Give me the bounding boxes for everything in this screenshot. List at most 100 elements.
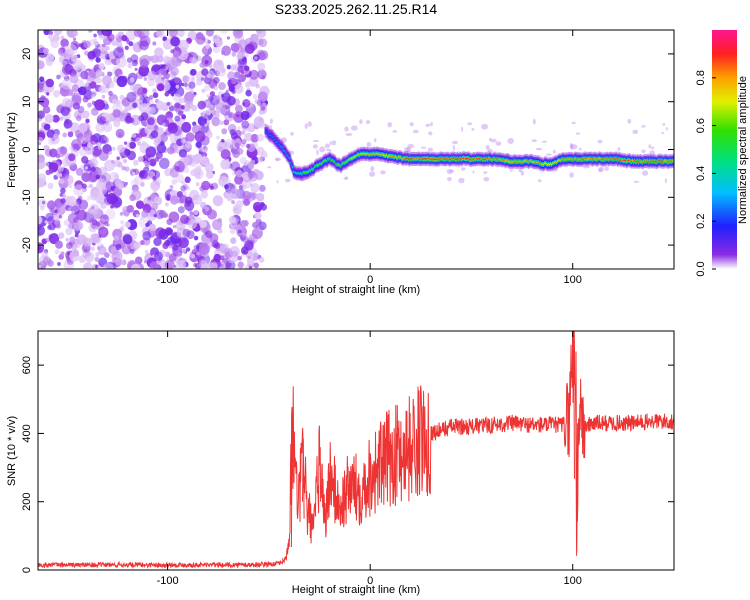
ridge-cell	[393, 156, 395, 158]
speckle-cell	[604, 166, 609, 171]
noise-cell	[95, 69, 103, 77]
speckle-cell	[598, 168, 603, 173]
ridge-cell	[332, 159, 335, 162]
noise-cell	[165, 60, 176, 71]
ridge-cell	[533, 161, 536, 163]
noise-cell	[122, 234, 133, 245]
ridge-cell	[412, 158, 415, 160]
ridge-cell	[363, 152, 366, 155]
noise-cell	[143, 77, 148, 81]
x-tick-label: 0	[367, 274, 373, 286]
noise-cell	[226, 96, 236, 106]
noise-cell	[231, 51, 237, 57]
ridge-cell	[344, 162, 347, 164]
ridge-cell	[475, 158, 477, 161]
ridge-cell	[409, 158, 412, 160]
noise-cell	[141, 210, 149, 218]
speckle-cell	[662, 123, 666, 126]
ridge-cell	[399, 156, 401, 159]
ridge-cell	[330, 159, 333, 161]
ridge-cell	[527, 161, 530, 163]
noise-cell	[255, 83, 260, 89]
speckle-cell	[458, 177, 465, 184]
speckle-cell	[425, 123, 430, 127]
noise-cell	[121, 34, 128, 42]
noise-cell	[44, 114, 54, 124]
ridge-cell	[496, 158, 499, 160]
y-tick-label: -20	[21, 237, 33, 253]
noise-cell	[160, 133, 168, 143]
noise-cell	[180, 105, 185, 110]
ridge-cell	[519, 161, 522, 163]
ridge-cell	[321, 163, 323, 165]
ridge-cell	[478, 157, 480, 160]
noise-cell	[103, 103, 110, 110]
ridge-cell	[286, 154, 289, 157]
noise-cell	[201, 88, 206, 93]
ridge-cell	[420, 158, 423, 160]
ridge-cell	[587, 158, 590, 160]
ridge-cell	[457, 159, 460, 161]
ridge-cell	[667, 161, 670, 163]
noise-cell	[89, 203, 100, 216]
ridge-cell	[537, 161, 540, 164]
speckle-cell	[485, 145, 490, 150]
noise-cell	[63, 119, 73, 129]
noise-cell	[98, 116, 107, 124]
ridge-cell	[601, 158, 604, 161]
ridge-cell	[385, 155, 387, 157]
y-tick-label: 20	[21, 48, 33, 60]
ridge-cell	[352, 156, 355, 159]
ridge-cell	[398, 156, 400, 158]
speckle-cell	[366, 142, 372, 147]
ridge-cell	[375, 152, 378, 155]
noise-cell	[208, 262, 216, 269]
noise-cell	[189, 211, 194, 216]
ridge-cell	[365, 153, 368, 155]
noise-cell	[223, 119, 230, 126]
ridge-cell	[440, 158, 443, 160]
noise-cell	[116, 156, 120, 161]
noise-cell	[62, 52, 68, 58]
speckle-cell	[642, 170, 649, 176]
noise-cell	[140, 240, 145, 246]
ridge-cell	[311, 168, 313, 170]
ridge-cell	[595, 158, 598, 161]
noise-cell	[223, 180, 228, 184]
speckle-cell	[369, 171, 376, 177]
ridge-cell	[507, 160, 510, 162]
noise-cell	[176, 231, 182, 237]
noise-cell	[59, 116, 64, 121]
noise-cell	[114, 173, 120, 179]
noise-cell	[58, 214, 63, 219]
ridge-cell	[280, 146, 283, 148]
ridge-cell	[606, 157, 609, 160]
noise-cell	[197, 116, 207, 126]
ridge-cell	[333, 160, 336, 163]
noise-cell	[114, 256, 124, 266]
ridge-cell	[361, 153, 364, 155]
noise-cell	[53, 30, 63, 36]
noise-cell	[205, 170, 214, 179]
noise-cell	[234, 142, 240, 148]
ridge-cell	[558, 159, 560, 161]
speckle-cell	[495, 141, 502, 146]
ridge-cell	[335, 163, 338, 165]
ridge-cell	[614, 157, 617, 160]
ridge-cell	[506, 160, 509, 162]
noise-cell	[77, 195, 83, 201]
ridge-cell	[320, 163, 322, 165]
speckle-cell	[617, 147, 621, 152]
noise-cell	[48, 30, 53, 36]
noise-cell	[250, 133, 259, 143]
noise-cell	[38, 225, 46, 236]
noise-cell	[156, 30, 165, 38]
noise-cell	[244, 240, 254, 251]
ridge-cell	[296, 172, 299, 175]
noise-cell	[185, 132, 195, 143]
noise-cell	[147, 172, 151, 176]
x-tick-label: 100	[564, 274, 582, 286]
noise-cell	[124, 221, 131, 228]
ridge-cell	[415, 158, 418, 160]
noise-cell	[240, 69, 245, 75]
